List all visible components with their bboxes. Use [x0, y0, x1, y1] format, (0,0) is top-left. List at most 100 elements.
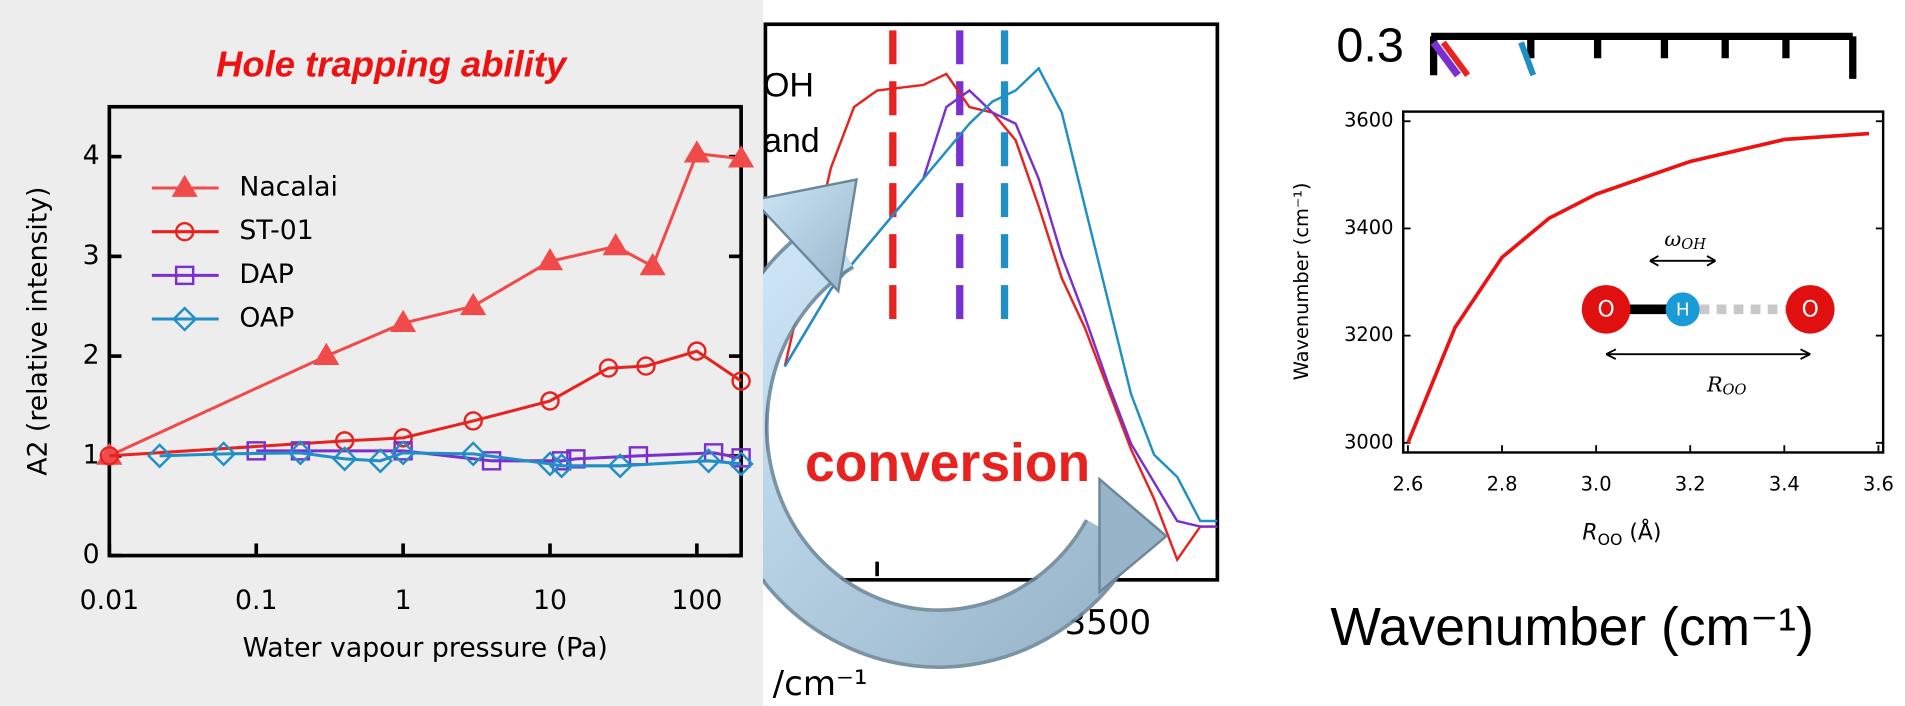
- right-panel: 0.3 Wavenumber (cm⁻¹) Wavenumber (cm⁻¹) …: [1290, 18, 1894, 657]
- marker: [460, 292, 487, 316]
- plot-frame: [107, 104, 743, 558]
- marker: [332, 446, 358, 472]
- data-line: [256, 449, 742, 463]
- marker: [683, 140, 710, 163]
- plot-frame: [763, 22, 1220, 582]
- y-axis-label: A2 (relative intensity): [22, 187, 53, 476]
- x-label-subscript: OO: [1598, 529, 1623, 548]
- x-tick-label: 2.8: [1487, 473, 1518, 496]
- marker: [728, 451, 754, 477]
- y-tick-label: 0: [83, 539, 100, 570]
- data-line: [783, 66, 1218, 523]
- omega-symbol: ω: [1664, 227, 1681, 251]
- marker: [687, 341, 707, 361]
- legend-marker: [171, 174, 198, 197]
- marker: [246, 441, 266, 461]
- x-axis-label: Water vapour pressure (Pa): [243, 632, 608, 663]
- marker: [607, 453, 633, 479]
- atom: [1581, 285, 1631, 334]
- atom: [1785, 285, 1835, 334]
- r-subscript: OO: [1723, 382, 1747, 399]
- x-tick-label: 3.4: [1769, 473, 1800, 496]
- marker: [99, 446, 120, 466]
- y-tick-label: 1: [83, 439, 100, 470]
- marker: [598, 358, 619, 378]
- x-axis-label: ROO (Å): [1582, 519, 1661, 549]
- legend-label: Nacalai: [239, 172, 338, 203]
- arrow-label: conversion: [805, 434, 1090, 493]
- conversion-arrow: conversion: [707, 177, 1169, 669]
- cropped-axis-label: Wavenumber (cm⁻¹): [1330, 598, 1814, 657]
- legend-marker: [174, 221, 195, 242]
- legend-label: ST-01: [239, 215, 313, 246]
- atom-label: O: [1598, 298, 1615, 323]
- y-tick-label: 3: [83, 240, 100, 271]
- left-panel: Hole trapping ability Water vapour press…: [0, 0, 763, 706]
- marker: [728, 145, 755, 168]
- x-tick-label: 3.0: [1581, 473, 1612, 496]
- chart-title: Hole trapping ability: [216, 43, 568, 84]
- marker: [548, 453, 575, 479]
- x-tick-label: 2.6: [1392, 473, 1423, 496]
- marker: [551, 451, 572, 471]
- marker: [731, 371, 751, 391]
- marker: [463, 411, 483, 431]
- x-tick-label: 3.6: [1863, 473, 1894, 496]
- r-symbol: R: [1706, 372, 1723, 396]
- data-line: [1406, 131, 1870, 444]
- cropped-curve: [1518, 41, 1537, 77]
- panel-background: [0, 0, 763, 706]
- x-tick-label: 10: [533, 585, 567, 616]
- x-tick-label: 0.1: [235, 585, 277, 616]
- annotation: and: [763, 122, 820, 160]
- marker: [393, 428, 413, 448]
- x-label-symbol: R: [1582, 521, 1597, 546]
- x-axis-label: /cm⁻¹: [773, 664, 868, 704]
- marker: [731, 448, 751, 468]
- legend-label: OAP: [239, 303, 294, 334]
- x-tick-label: 1: [395, 585, 412, 616]
- marker: [460, 441, 486, 467]
- cropped-curve: [1440, 40, 1471, 78]
- marker: [540, 391, 560, 411]
- y-tick-label: 4: [83, 140, 100, 171]
- legend-marker: [172, 306, 198, 332]
- marker: [695, 448, 722, 474]
- y-tick-label: 3200: [1344, 323, 1393, 346]
- annotation: OH: [763, 66, 814, 104]
- marker: [313, 342, 340, 365]
- marker: [146, 443, 173, 469]
- marker: [636, 356, 656, 376]
- marker: [481, 451, 502, 471]
- dimension-arrow: [1605, 348, 1811, 360]
- data-line: [783, 72, 1218, 563]
- inset-diagram: O H O ωOH ROO: [1581, 227, 1835, 399]
- plot-frame: [1402, 110, 1885, 454]
- cropped-curve: [1430, 40, 1461, 78]
- dimension-arrow: [1649, 255, 1716, 267]
- y-tick-label: 3400: [1344, 216, 1393, 239]
- data-line: [109, 349, 742, 458]
- atom: [1665, 292, 1700, 327]
- x-tick-label: 100: [671, 585, 722, 616]
- x-tick-label: 3.2: [1675, 473, 1706, 496]
- marker: [390, 309, 417, 333]
- marker: [602, 233, 629, 256]
- x-label-unit: (Å): [1622, 519, 1661, 546]
- arrow-head: [1098, 476, 1169, 595]
- cropped-tick-label: 0.3: [1336, 18, 1404, 72]
- y-tick-label: 3000: [1344, 430, 1393, 453]
- marker: [367, 448, 394, 474]
- marker: [210, 441, 237, 467]
- marker: [536, 248, 564, 271]
- legend-marker: [174, 265, 195, 286]
- y-tick-label: 2: [83, 340, 100, 371]
- x-tick-label: 0.01: [80, 585, 139, 616]
- atom-label: O: [1802, 298, 1819, 323]
- y-axis-label: Wavenumber (cm⁻¹): [1290, 183, 1313, 381]
- atom-label: H: [1676, 300, 1690, 321]
- data-line: [159, 451, 742, 468]
- omega-label: ωOH: [1664, 227, 1706, 253]
- y-tick-label: 3600: [1344, 109, 1393, 132]
